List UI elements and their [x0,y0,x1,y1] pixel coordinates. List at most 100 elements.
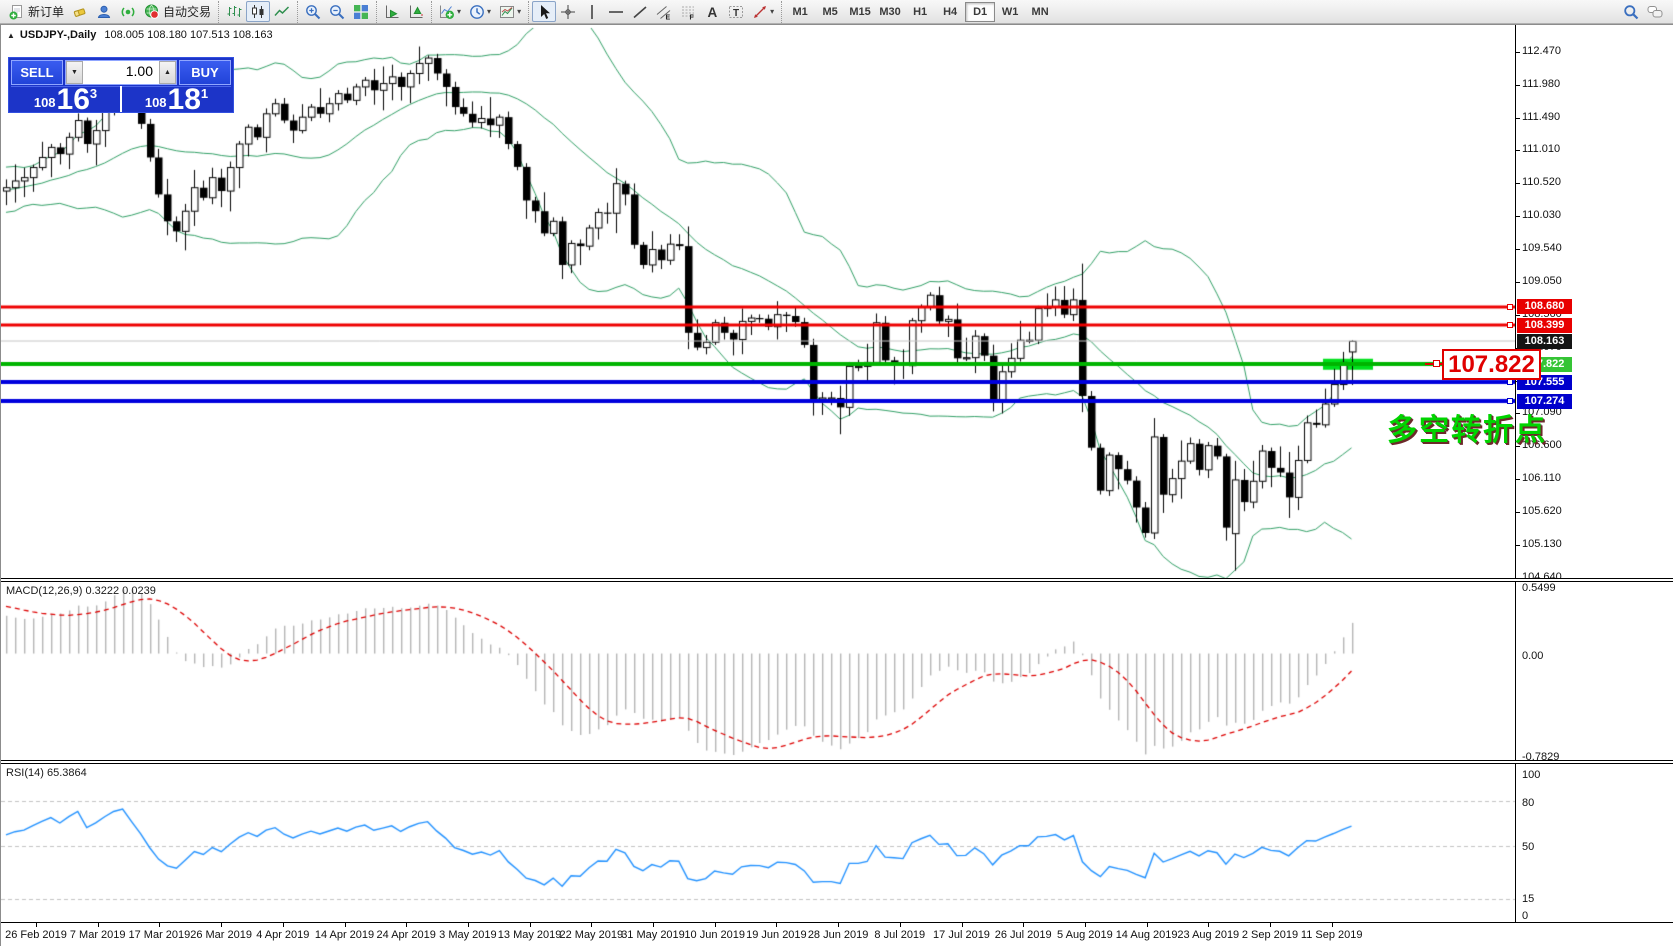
vertical-line-button[interactable] [580,1,604,22]
price-scale[interactable]: 112.470 111.980 111.490 111.010 110.520 110.0… [1507,25,1673,922]
price-tick-mark [1516,248,1520,250]
bar-chart-button[interactable] [222,1,246,22]
price-tick-mark [1516,413,1520,415]
autotrade-button[interactable]: 自动交易 [140,1,215,22]
collapse-panel-icon[interactable]: ▲ [7,30,15,40]
trend-line-icon [633,5,647,18]
zoom-in-button[interactable] [301,1,325,22]
date-tick-label: 31 May 2019 [621,929,685,941]
price-callout-box[interactable]: 107.822 [1442,349,1541,380]
turning-point-annotation[interactable]: 多空转折点 [1387,414,1547,447]
fibonacci-button[interactable]: F [676,1,700,22]
date-tick-label: 7 Mar 2019 [69,929,126,941]
macd-panel-separator[interactable] [1,578,1673,582]
price-tick-mark [1516,150,1520,152]
market-watch-button[interactable] [92,1,116,22]
indicator-scale-label: 0.5499 [1522,582,1556,594]
bid-prefix: 108 [33,95,56,110]
buy-button[interactable]: BUY [179,60,231,85]
chart-shift-icon [410,5,424,18]
date-tick-label: 2 Sep 2019 [1241,929,1299,941]
date-tick-label: 19 Jun 2019 [746,929,807,941]
line-anchor-marker[interactable] [1507,303,1513,310]
date-tick-mark [1270,923,1271,927]
svg-text:E: E [666,14,671,20]
date-tick-mark [344,923,346,927]
timeframe-button-mn[interactable]: MN [1031,5,1049,18]
timeframe-group: M1 M5 M15 M30 H1 H4 D1 W1 MN [781,0,1058,23]
date-tick-label: 13 May 2019 [497,929,562,941]
horizontal-line-button[interactable] [604,1,628,22]
search-button[interactable] [1619,2,1643,23]
arrows-icon [754,5,767,18]
date-tick-label: 10 Jun 2019 [684,929,745,941]
indicator-scale-label: 0.00 [1522,650,1544,662]
chart-window: ▲ USDJPY-,Daily 108.005 108.180 107.513 … [0,24,1673,946]
chat-button[interactable] [1643,2,1667,23]
auto-scroll-button[interactable] [380,1,404,22]
indicators-button[interactable]: ▾ [435,1,465,22]
svg-text:T: T [733,8,739,19]
timeframe-button-m5[interactable]: M5 [822,5,838,18]
date-tick-label: 26 Jul 2019 [994,929,1052,941]
cursor-button[interactable] [532,1,557,22]
timeframe-button-m15[interactable]: M15 [849,5,871,18]
rsi-label: RSI(14) 65.3864 [6,767,87,779]
timeframe-button-h4[interactable]: H4 [943,5,958,18]
timeframe-button-d1[interactable]: D1 [965,1,996,22]
date-tick-mark [159,923,161,927]
date-tick-mark [282,923,284,927]
svg-text:F: F [690,14,695,20]
fibonacci-icon: F [682,6,695,20]
tile-windows-button[interactable] [349,1,373,22]
trend-line-button[interactable] [628,1,652,22]
callout-anchor[interactable] [1433,360,1440,367]
periods-button[interactable]: ▾ [465,1,495,22]
indicator-scale-label: 80 [1522,797,1535,809]
volume-down-button[interactable]: ▼ [66,61,83,84]
timeframe-button-m1[interactable]: M1 [792,5,808,18]
new-order-icon [9,4,22,19]
eraser-button[interactable] [68,1,92,22]
date-tick-label: 4 Apr 2019 [256,929,310,941]
price-tick-label: 105.620 [1522,505,1562,518]
signal-button[interactable] [116,1,140,22]
line-chart-button[interactable] [270,1,294,22]
toolbar-right [1619,1,1667,23]
svg-text:A: A [708,5,718,20]
timeframe-button-h1[interactable]: H1 [913,5,928,18]
timeframe-button-w1[interactable]: W1 [1001,5,1019,18]
zoom-in-icon [306,4,321,19]
crosshair-button[interactable] [556,1,580,22]
arrows-button[interactable]: ▾ [748,1,778,22]
line-anchor-marker[interactable] [1507,379,1513,386]
date-tick-mark [591,923,593,927]
timeframe-button-m30[interactable]: M30 [879,5,901,18]
rsi-panel-separator[interactable] [1,760,1673,764]
bid-price[interactable]: 108 16 3 [11,86,121,112]
date-axis[interactable]: 26 Feb 2019 7 Mar 2019 17 Mar 2019 26 Mar 2… [1,923,1673,946]
volume-up-button[interactable]: ▲ [159,61,176,84]
chart-shift-button[interactable] [404,1,428,22]
line-anchor-marker[interactable] [1507,322,1513,329]
text-button[interactable]: A [700,1,724,22]
volume-input[interactable]: 1.00 [83,61,159,84]
date-tick-label: 14 Aug 2019 [1115,929,1178,941]
text-label-button[interactable]: T [724,1,748,22]
ohlc-values: 108.005 108.180 107.513 108.163 [104,29,273,41]
equidistant-channel-button[interactable]: E [652,1,676,22]
templates-button[interactable]: ▾ [495,1,525,22]
chart-canvas[interactable] [1,25,1515,922]
price-tick-label: 109.540 [1522,241,1562,254]
new-order-button[interactable]: 新订单 [5,1,68,22]
date-tick-mark [221,923,223,927]
zoom-out-button[interactable] [325,1,349,22]
chart-header: ▲ USDJPY-,Daily 108.005 108.180 107.513 … [7,29,273,41]
price-tick-label: 112.470 [1522,45,1561,57]
line-anchor-marker[interactable] [1507,398,1513,405]
candle-chart-button[interactable] [246,1,271,22]
ask-price[interactable]: 108 18 1 [122,86,232,112]
sell-button[interactable]: SELL [11,60,63,85]
date-tick-mark [961,923,963,927]
cursor-icon [541,4,551,19]
